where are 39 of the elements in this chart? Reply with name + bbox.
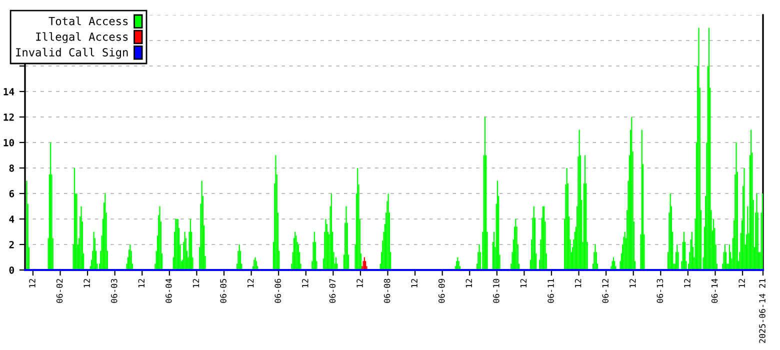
x-tick-label: 12: [630, 279, 636, 288]
legend-label: Illegal Access: [36, 32, 128, 44]
x-tick-label: 06-02: [56, 279, 63, 303]
x-tick-label: 12: [466, 279, 472, 288]
x-tick-label: 12: [356, 279, 363, 288]
x-tick-label: 12: [192, 279, 200, 288]
y-tick-label: 12: [4, 113, 14, 121]
x-tick-label: 12: [138, 279, 144, 288]
x-tick-label: 06-05: [220, 279, 226, 303]
x-tick-label: 06-07: [329, 278, 336, 303]
x-tick-label: 06-11: [548, 278, 554, 303]
x-tick-label: 12: [520, 279, 527, 288]
x-tick-label: 12: [84, 279, 90, 288]
y-tick-label: 10: [4, 138, 14, 146]
x-tick-label: 06-10: [493, 278, 500, 303]
y-tick-label: 4: [9, 216, 14, 223]
x-tick-label: 06-14: [711, 278, 718, 303]
y-tick-label: 14: [4, 88, 14, 96]
x-tick-label: 12: [29, 279, 36, 288]
x-tick-label: 06-06: [274, 278, 282, 303]
x-tick-label: 12: [247, 279, 254, 288]
x-tick-label: 06-12: [602, 279, 609, 303]
x-tick-label: 06-04: [166, 278, 172, 303]
x-tick-label: 06-09: [438, 278, 445, 303]
legend-label: Invalid Call Sign: [16, 48, 128, 59]
x-tick-label: 06-08: [384, 278, 390, 303]
x-tick-label: 06-03: [110, 278, 118, 303]
y-tick-label: 2: [9, 240, 14, 248]
y-tick-label: 0: [9, 266, 14, 274]
x-tick-label: 2025-06-14 21: [759, 278, 766, 343]
x-tick-label: 12: [738, 279, 745, 288]
x-tick-label: 12: [684, 279, 690, 288]
y-tick-label: 6: [9, 190, 14, 198]
x-tick-label: 12: [574, 279, 582, 288]
x-tick-label: 12: [411, 279, 418, 288]
x-tick-label: 12: [302, 279, 308, 288]
y-tick-label: 8: [9, 164, 14, 172]
legend-label: Total Access: [48, 16, 128, 26]
x-tick-label: 06-13: [656, 278, 664, 303]
